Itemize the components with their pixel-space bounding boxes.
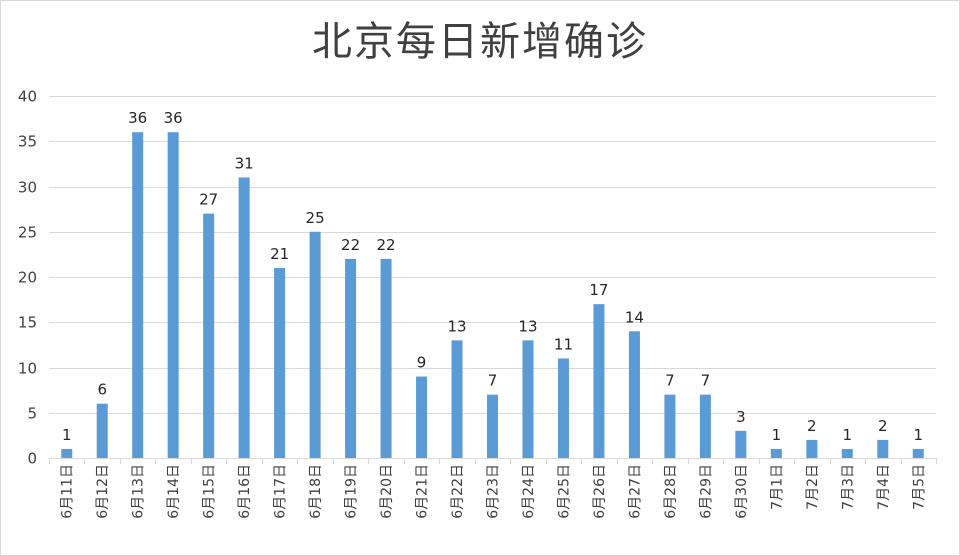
bar (522, 340, 534, 458)
bar (345, 258, 357, 458)
data-label: 2 (807, 417, 817, 435)
x-tick-label: 7月4日 (876, 464, 892, 510)
x-tick-label: 6月18日 (308, 464, 324, 519)
bar (877, 439, 889, 458)
data-label: 36 (128, 109, 147, 127)
bar (557, 358, 569, 458)
data-label: 1 (772, 426, 782, 444)
data-label: 7 (665, 372, 675, 390)
data-label: 3 (736, 408, 746, 426)
x-tick-label: 6月19日 (344, 464, 360, 519)
data-label: 21 (270, 245, 289, 263)
x-tick-label: 7月3日 (840, 464, 856, 510)
x-tick-label: 6月12日 (95, 464, 111, 519)
x-tick-label: 6月14日 (166, 464, 182, 519)
bar (203, 213, 215, 458)
bar (238, 177, 250, 458)
bar (167, 132, 179, 458)
x-tick-label: 6月11日 (60, 464, 76, 519)
y-tick-label: 40 (18, 88, 37, 106)
y-tick-label: 15 (18, 314, 37, 332)
x-tick-label: 6月22日 (450, 464, 466, 519)
x-tick-label: 6月21日 (415, 464, 431, 519)
x-tick-label: 6月17日 (273, 464, 289, 519)
x-tick-label: 6月30日 (734, 464, 750, 519)
x-tick-label: 6月28日 (663, 464, 679, 519)
bar (309, 231, 321, 458)
data-label: 6 (97, 381, 107, 399)
data-label: 7 (701, 372, 711, 390)
y-tick-label: 10 (18, 360, 37, 378)
bar (451, 340, 463, 458)
y-tick-label: 5 (27, 405, 37, 423)
x-tick-label: 6月25日 (556, 464, 572, 519)
data-label: 9 (417, 354, 427, 372)
bar (770, 448, 782, 458)
bar (593, 304, 605, 458)
x-tick-label: 6月20日 (379, 464, 395, 519)
y-tick-label: 25 (18, 224, 37, 242)
x-tick-label: 7月2日 (805, 464, 821, 510)
bar (487, 394, 498, 458)
data-label: 22 (377, 236, 396, 254)
bar (61, 448, 73, 458)
bar (628, 331, 640, 458)
bar (96, 403, 108, 458)
data-label: 7 (488, 372, 498, 390)
x-tick-label: 7月1日 (769, 464, 785, 510)
bar (806, 439, 818, 458)
bar (664, 394, 676, 458)
bar (416, 376, 428, 458)
bar (699, 394, 711, 458)
x-tick-label: 6月27日 (627, 464, 643, 519)
data-label: 25 (306, 209, 325, 227)
x-tick-label: 6月16日 (237, 464, 253, 519)
x-tick-label: 7月5日 (911, 464, 927, 510)
x-tick-label: 6月26日 (592, 464, 608, 519)
y-tick-label: 0 (27, 450, 37, 468)
bar (735, 430, 747, 458)
bar (274, 267, 286, 458)
y-axis: 0 5 10 15 20 25 30 35 40 (18, 88, 37, 468)
data-label: 13 (518, 317, 537, 335)
y-tick-label: 20 (18, 269, 37, 287)
x-axis: 6月11日 6月12日 6月13日 6月14日 6月15日 6月16日 6月17日 6月18日… (49, 458, 937, 519)
bar-series (61, 132, 924, 458)
data-label: 2 (878, 417, 888, 435)
data-label: 13 (447, 317, 466, 335)
bar (841, 448, 853, 458)
chart-title: 北京每日新增确诊 (312, 19, 648, 65)
data-label: 31 (235, 154, 254, 172)
x-tick-label: 6月13日 (131, 464, 147, 519)
data-label: 14 (625, 308, 644, 326)
bar (912, 448, 924, 458)
x-tick-label: 6月24日 (521, 464, 537, 519)
y-tick-label: 30 (18, 179, 37, 197)
data-label: 1 (62, 426, 72, 444)
data-label: 22 (341, 236, 360, 254)
data-label: 36 (164, 109, 183, 127)
data-label: 27 (199, 191, 218, 209)
data-label: 1 (913, 426, 923, 444)
data-label: 11 (554, 335, 573, 353)
x-tick-label: 6月23日 (486, 464, 502, 519)
bar (380, 258, 392, 458)
data-label: 17 (589, 281, 608, 299)
x-tick-label: 6月15日 (202, 464, 218, 519)
data-label: 1 (843, 426, 853, 444)
bar (132, 132, 144, 458)
y-tick-label: 35 (18, 133, 37, 151)
x-tick-label: 6月29日 (698, 464, 714, 519)
